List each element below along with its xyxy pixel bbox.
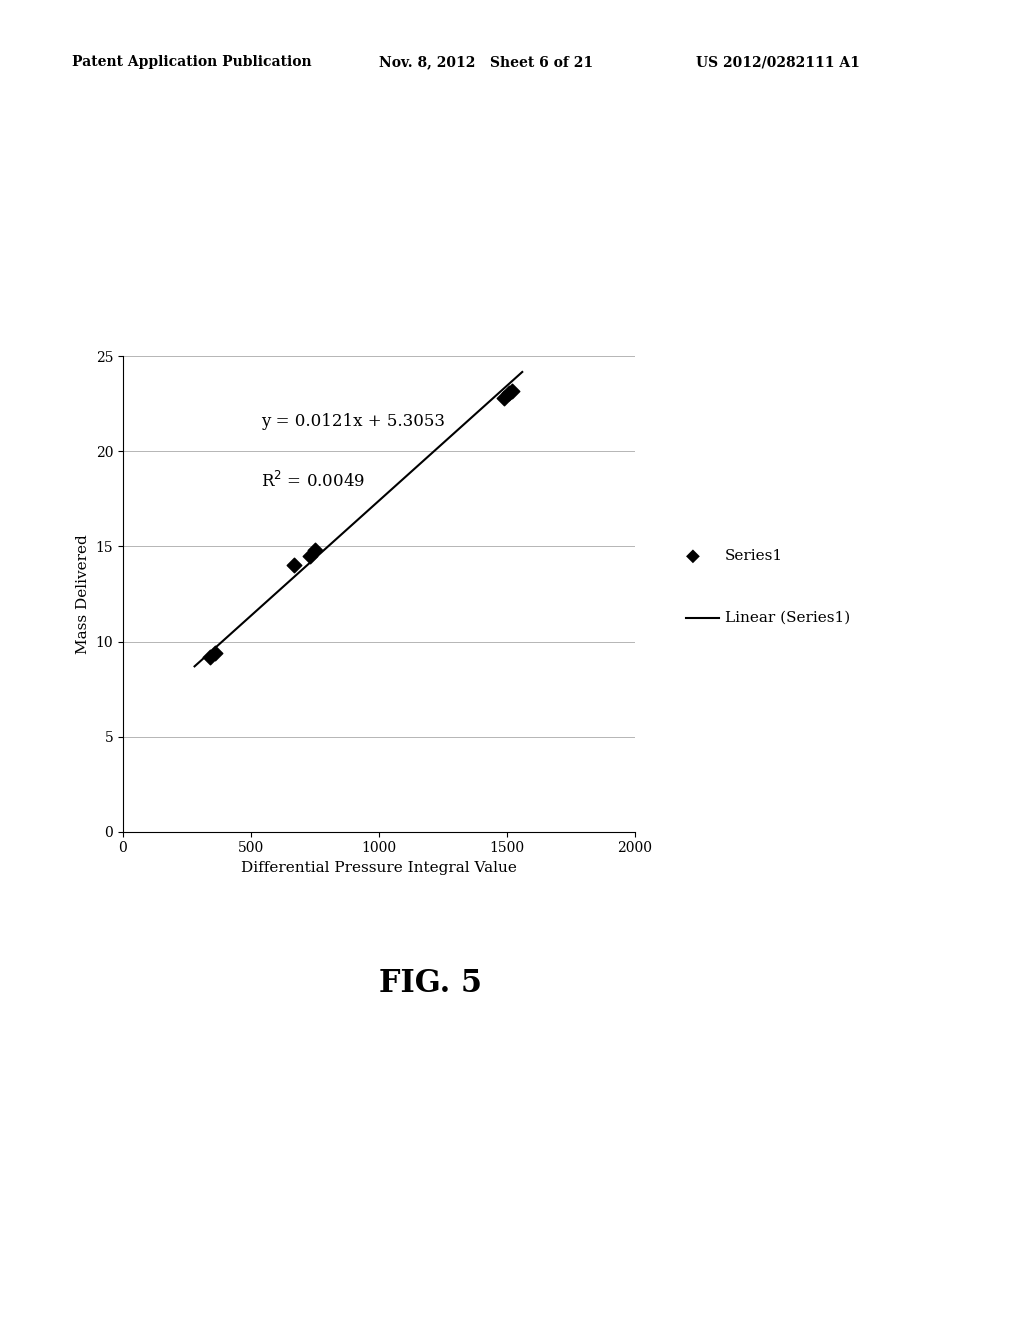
Point [286,554,303,576]
Point [504,380,520,401]
Text: y = 0.0121x + 5.3053: y = 0.0121x + 5.3053 [261,413,445,430]
Point [502,381,517,403]
Point [301,545,317,566]
Text: Nov. 8, 2012   Sheet 6 of 21: Nov. 8, 2012 Sheet 6 of 21 [379,55,593,70]
Text: US 2012/0282111 A1: US 2012/0282111 A1 [696,55,860,70]
Text: Linear (Series1): Linear (Series1) [725,611,850,624]
X-axis label: Differential Pressure Integral Value: Differential Pressure Integral Value [241,861,517,875]
Text: Patent Application Publication: Patent Application Publication [72,55,311,70]
Point [207,643,223,664]
Text: FIG. 5: FIG. 5 [379,968,481,999]
Point [496,388,512,409]
Point [202,647,218,668]
Text: ◆: ◆ [686,546,700,565]
Text: Series1: Series1 [725,549,783,564]
Y-axis label: Mass Delivered: Mass Delivered [76,535,90,653]
Point [307,540,324,561]
Text: R$^2$ = 0.0049: R$^2$ = 0.0049 [261,470,366,491]
